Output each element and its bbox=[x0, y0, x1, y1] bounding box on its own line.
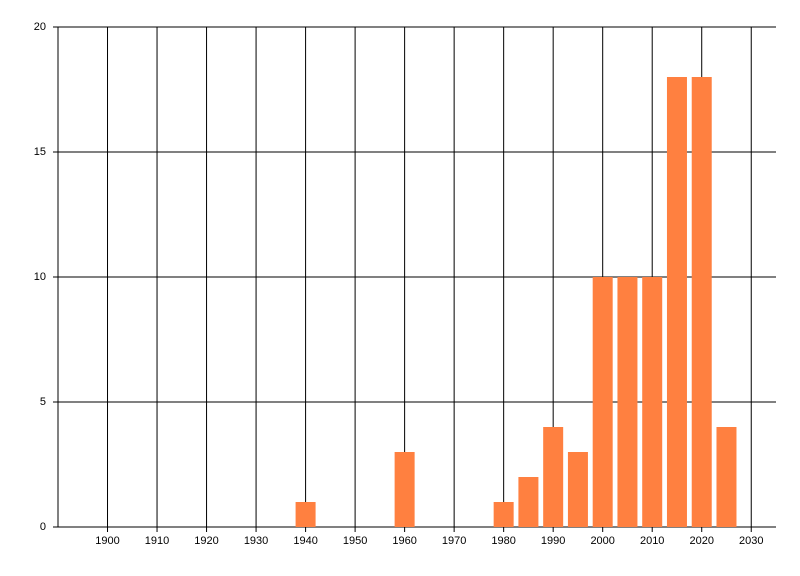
x-tick-label: 1900 bbox=[95, 535, 119, 547]
x-tick-label: 1950 bbox=[343, 535, 367, 547]
y-tick-label: 10 bbox=[34, 271, 46, 283]
bar bbox=[295, 502, 316, 527]
x-tick-label: 1970 bbox=[442, 535, 466, 547]
x-tick-label: 2000 bbox=[590, 535, 614, 547]
x-tick-label: 2020 bbox=[689, 535, 713, 547]
y-tick-label: 20 bbox=[34, 21, 46, 33]
x-tick-label: 1940 bbox=[293, 535, 317, 547]
x-tick-label: 2010 bbox=[640, 535, 664, 547]
bar bbox=[394, 452, 415, 527]
x-tick-label: 1920 bbox=[194, 535, 218, 547]
bar bbox=[518, 477, 539, 527]
x-tick-label: 1930 bbox=[244, 535, 268, 547]
bar bbox=[567, 452, 588, 527]
y-tick-label: 0 bbox=[40, 521, 46, 533]
y-tick-label: 5 bbox=[40, 396, 46, 408]
bar bbox=[493, 502, 514, 527]
x-tick-label: 2030 bbox=[739, 535, 763, 547]
x-tick-label: 1910 bbox=[145, 535, 169, 547]
x-tick-label: 1990 bbox=[541, 535, 565, 547]
bar bbox=[691, 77, 712, 527]
bar bbox=[543, 427, 564, 527]
y-tick-label: 15 bbox=[34, 146, 46, 158]
bar bbox=[716, 427, 737, 527]
bar bbox=[617, 277, 638, 527]
bar bbox=[666, 77, 687, 527]
bar bbox=[592, 277, 613, 527]
x-tick-label: 1960 bbox=[392, 535, 416, 547]
x-tick-label: 1980 bbox=[491, 535, 515, 547]
bar bbox=[642, 277, 663, 527]
